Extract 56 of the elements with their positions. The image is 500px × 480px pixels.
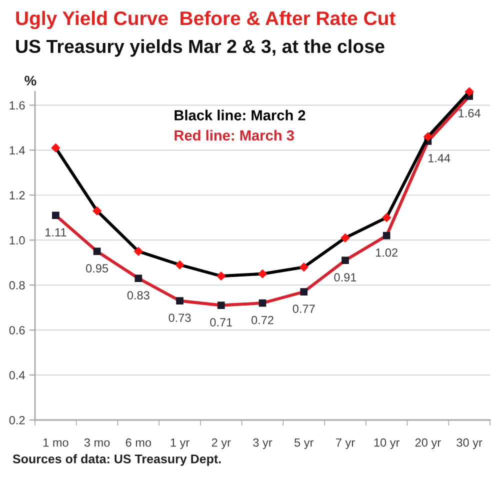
y-tick-label: 1.6 (10, 101, 25, 110)
x-tick-label: 3 yr (253, 438, 272, 450)
point (382, 232, 390, 240)
data-label: 1.64 (458, 108, 480, 118)
point (92, 206, 102, 216)
point (217, 302, 225, 309)
point (423, 132, 433, 142)
data-label: 0.77 (292, 304, 315, 313)
x-tick-label: 10 yr (374, 438, 400, 450)
y-tick-label: 0.2 (9, 416, 25, 424)
data-label: 0.95 (86, 264, 108, 273)
point (300, 288, 308, 296)
data-label: 1.44 (428, 154, 450, 162)
point (342, 256, 349, 264)
data-label: 1.02 (376, 248, 398, 257)
y-tick-label: 1.2 (10, 191, 25, 200)
point (52, 212, 60, 220)
x-tick-label: 1 yr (170, 438, 190, 450)
point (299, 262, 308, 272)
x-tick-label: 20 yr (415, 438, 441, 450)
x-tick-label: 6 mo (126, 438, 152, 447)
chart-title: Ugly Yield Curve Before & After Rate Cut (16, 10, 396, 30)
text: Black line: March 2 (174, 110, 306, 120)
x-tick-label: 30 yr (456, 438, 482, 450)
y-axis-title: % (24, 76, 36, 86)
point (176, 297, 184, 304)
text: Red line: March 3 (174, 130, 294, 141)
y-tick-label: 0.8 (9, 281, 25, 290)
x-tick-label: 5 yr (294, 438, 314, 450)
y-tick-label: 0.6 (9, 326, 25, 334)
point (175, 260, 184, 270)
data-label: 0.72 (251, 316, 274, 324)
chart-subtitle: US Treasury yields Mar 2 & 3, at the close (16, 39, 384, 57)
point (51, 143, 60, 153)
point (134, 246, 144, 256)
data-label: 0.91 (334, 273, 356, 282)
x-tick-label: 7 yr (336, 438, 355, 450)
y-tick-label: 1.4 (10, 146, 25, 154)
x-tick-label: 3 mo (84, 438, 110, 447)
point (216, 271, 226, 281)
data-label: 1.11 (46, 228, 66, 236)
data-label: 0.83 (127, 291, 150, 300)
x-tick-label: 1 mo (43, 438, 68, 447)
x-tick-label: 2 yr (212, 438, 231, 450)
source-note: Sources of data: US Treasury Dept. (12, 454, 221, 466)
point (258, 299, 266, 307)
point (340, 233, 350, 242)
data-label: 0.73 (168, 314, 191, 322)
y-tick-label: 1.0 (10, 236, 25, 244)
point (464, 87, 474, 96)
data-label: 0.71 (210, 318, 232, 326)
point (382, 213, 392, 222)
y-tick-label: 0.4 (9, 371, 25, 380)
point (258, 269, 268, 278)
point (93, 248, 101, 256)
point (134, 274, 142, 282)
